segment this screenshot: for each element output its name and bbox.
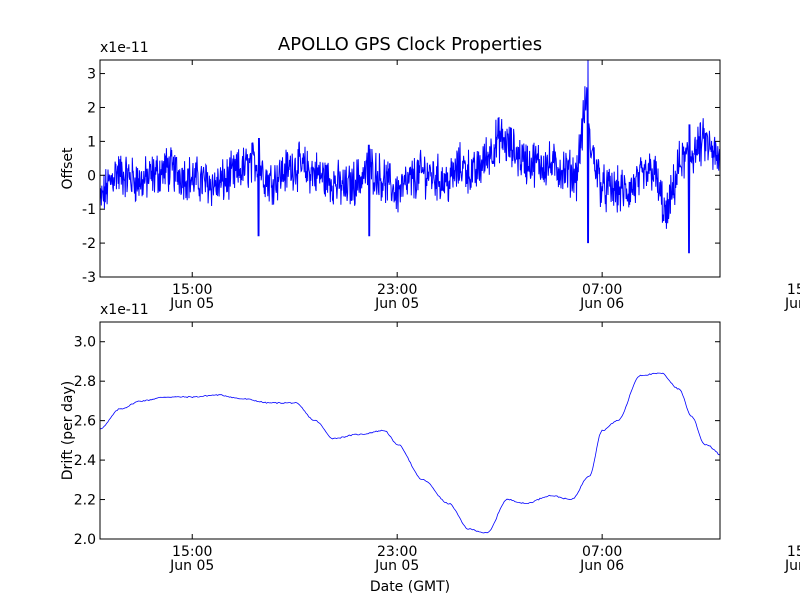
x-tick-label-time: 23:00 [377,544,417,560]
y-tick-label: -2 [82,236,96,252]
y-scale-label: x1e-11 [100,40,149,56]
x-tick-label-time: 15:00 [787,544,800,560]
y-tick-label: 2.6 [74,414,96,430]
drift-series-line [100,372,720,534]
x-tick-label-date: Jun 05 [169,558,214,574]
x-tick-label-time: 15:00 [172,544,212,560]
y-tick-label: -3 [82,270,96,286]
y-tick-label: 2.2 [74,493,96,509]
x-tick-label-date: Jun 06 [784,296,800,312]
x-tick-label-date: Jun 05 [169,296,214,312]
y-tick-label: 2 [87,100,96,116]
series-group [100,60,720,254]
x-tick-label-date: Jun 06 [784,558,800,574]
y-axis-label: Drift (per day) [60,381,76,480]
x-axis-label: Date (GMT) [370,579,450,595]
x-tick-label-date: Jun 06 [579,296,624,312]
y-tick-label: 3 [87,67,96,83]
y-tick-label: 2.4 [74,453,96,469]
y-tick-label: 0 [87,168,96,184]
chart-title: APOLLO GPS Clock Properties [278,34,542,55]
x-tick-label-time: 07:00 [582,282,622,298]
y-tick-label: 3.0 [74,335,96,351]
y-tick-label: 2.0 [74,532,96,548]
x-tick-label-time: 07:00 [582,544,622,560]
y-scale-label: x1e-11 [100,302,149,318]
x-tick-label-time: 15:00 [787,282,800,298]
x-tick-label-time: 23:00 [377,282,417,298]
plot-frame [99,59,721,278]
plot-frame [99,321,721,540]
y-axis-label: Offset [60,147,76,190]
series-group [100,372,720,534]
y-tick-label: 2.8 [74,374,96,390]
y-tick-label: 1 [87,134,96,150]
y-tick-label: -1 [82,202,96,218]
x-tick-label-date: Jun 05 [374,558,419,574]
x-tick-label-date: Jun 06 [579,558,624,574]
x-tick-label-time: 15:00 [172,282,212,298]
x-tick-label-date: Jun 05 [374,296,419,312]
offset-series-line [100,60,720,254]
